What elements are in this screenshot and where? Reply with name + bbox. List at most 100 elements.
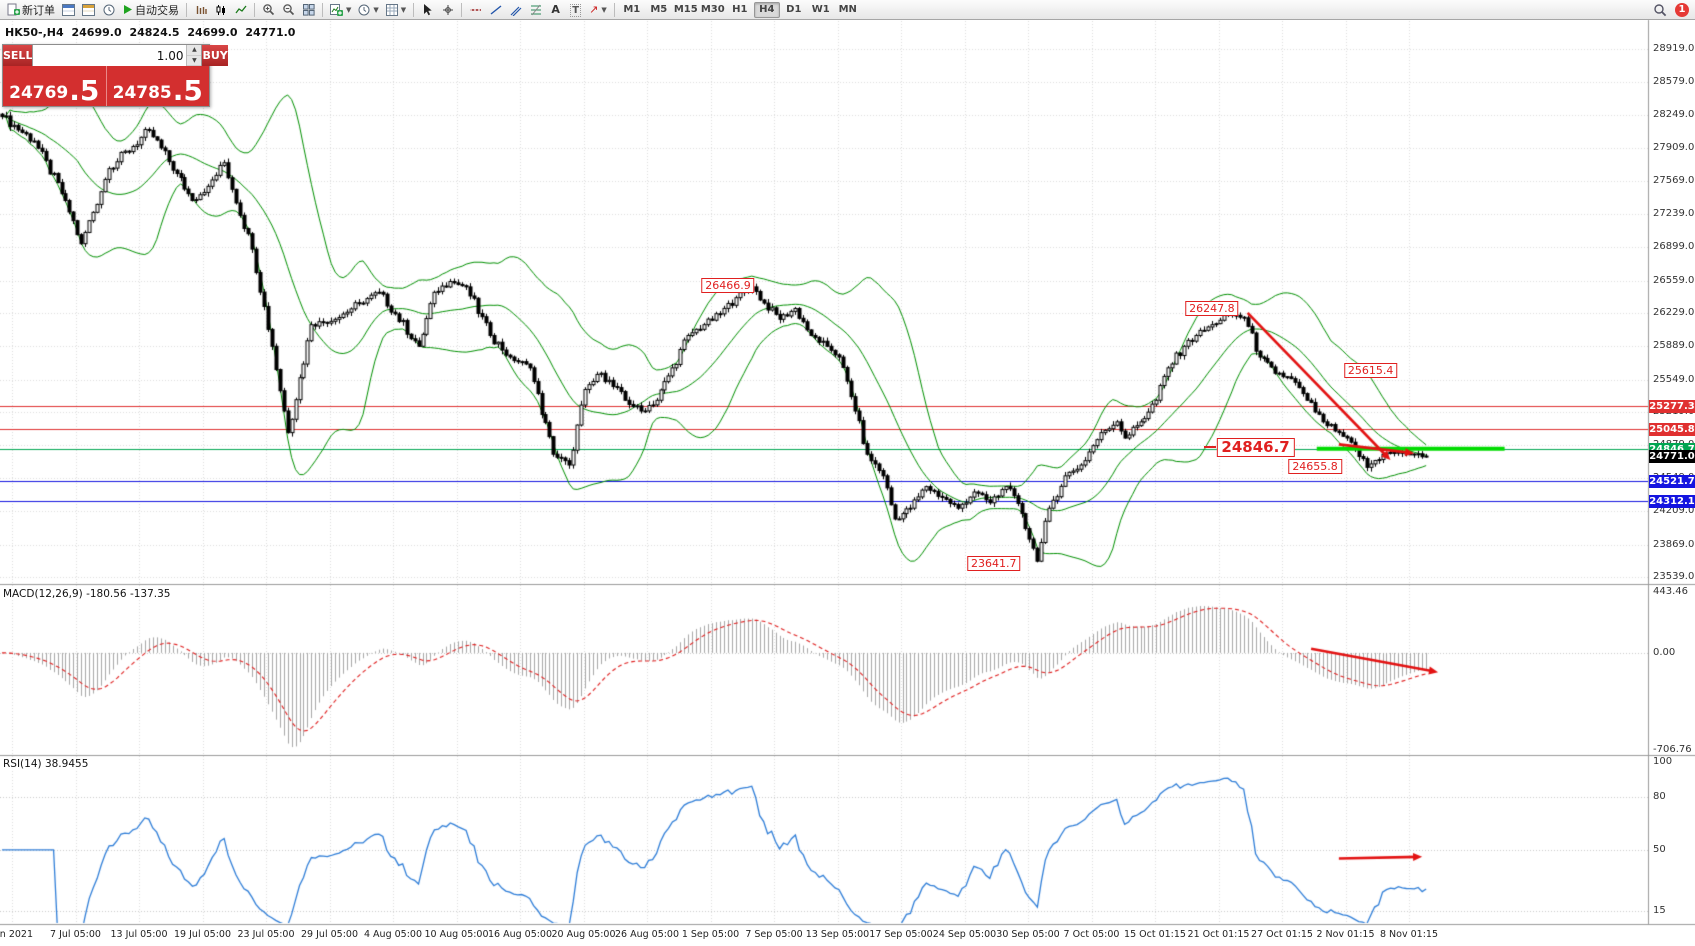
autotrading-button[interactable]: 自动交易 <box>119 1 182 18</box>
buy-price-frac: .5 <box>172 74 203 108</box>
macd-indicator-label: MACD(12,26,9) -180.56 -137.35 <box>3 588 171 600</box>
time-axis-label: 23 Jul 05:00 <box>237 929 295 940</box>
crosshair-icon[interactable] <box>438 1 457 18</box>
chevron-down-icon: ▼ <box>400 5 407 14</box>
time-axis-label: 24 Sep 05:00 <box>932 929 997 940</box>
new-order-button[interactable]: 新订单 <box>4 1 58 18</box>
time-axis-label: 7 Sep 05:00 <box>745 929 803 940</box>
time-axis-label: 13 Jul 05:00 <box>110 929 168 940</box>
price-axis-label: 23869.0 <box>1653 538 1695 550</box>
line-chart-icon[interactable] <box>231 1 250 18</box>
zoom-out-icon[interactable] <box>279 1 298 18</box>
equidistant-channel-icon[interactable] <box>506 1 525 18</box>
tile-windows-icon[interactable] <box>299 1 318 18</box>
horizontal-line-icon[interactable] <box>466 1 485 18</box>
timeframe-button-mn[interactable]: MN <box>838 4 857 15</box>
timeframe-button-m5[interactable]: M5 <box>650 4 668 15</box>
time-axis-label: 26 Aug 05:00 <box>614 929 680 940</box>
notification-badge[interactable]: 1 <box>1675 2 1689 17</box>
text-icon[interactable]: A <box>546 1 565 18</box>
new-order-icon <box>7 3 20 16</box>
zoom-in-icon[interactable] <box>259 1 278 18</box>
equidistant-channel-icon <box>510 4 522 16</box>
time-axis-label: 29 Jul 05:00 <box>301 929 358 940</box>
price-axis-label: 26899.0 <box>1653 241 1695 253</box>
cursor-icon[interactable] <box>418 1 437 18</box>
rsi-indicator-label: RSI(14) 38.9455 <box>3 758 89 770</box>
chart-annotation[interactable]: 26466.9 <box>701 277 755 293</box>
new-chart-icon <box>330 3 343 16</box>
rsi-axis-label: 15 <box>1653 905 1666 917</box>
data-window-icon[interactable] <box>79 1 98 18</box>
time-axis-label: 20 Aug 05:00 <box>551 929 616 940</box>
timeframe-button-w1[interactable]: W1 <box>811 4 830 15</box>
toolbar-separator <box>613 2 615 17</box>
rsi-axis-label: 50 <box>1653 843 1666 855</box>
volume-up-icon[interactable]: ▲ <box>187 45 202 56</box>
price-axis-label: 27239.0 <box>1653 207 1695 219</box>
sell-price[interactable]: 24769 .5 <box>3 66 107 106</box>
candlestick-chart-icon[interactable] <box>211 1 230 18</box>
chart-annotation[interactable]: 24846.7 <box>1216 437 1295 457</box>
toolbar-separator <box>254 2 255 17</box>
text-label-icon[interactable]: T <box>566 1 585 18</box>
terminal-icon[interactable] <box>99 1 118 18</box>
price-axis-label: 26559.0 <box>1653 274 1695 286</box>
price-axis-label: 25889.0 <box>1653 340 1695 352</box>
volume-down-icon[interactable]: ▼ <box>187 55 202 66</box>
price-axis-label: 27569.0 <box>1653 175 1695 187</box>
buy-price[interactable]: 24785 .5 <box>107 66 210 106</box>
price-axis-label: 27909.0 <box>1653 142 1695 154</box>
text-icon: A <box>551 3 560 16</box>
annotation-dash <box>1203 445 1216 448</box>
macd-axis-label: -706.76 <box>1653 744 1692 755</box>
time-axis-label: Jun 2021 <box>0 929 34 940</box>
time-axis-label: 30 Sep 05:00 <box>996 929 1060 940</box>
time-axis-label: 17 Sep 05:00 <box>869 929 933 940</box>
main-toolbar: 新订单 自动交易 ▼ ▼ ▼ A T ↗ ▼ M1 M5 M15 M30 H1 H4 D1 W1 MN 1 <box>0 0 1695 20</box>
buy-button[interactable]: BUY <box>202 45 228 66</box>
price-level-tag: 24521.7 <box>1649 474 1695 488</box>
timeframe-button-m1[interactable]: M1 <box>623 4 641 15</box>
current-price-tag: 24771.0 <box>1649 450 1695 464</box>
price-level-tag: 24312.1 <box>1649 495 1695 509</box>
timeframe-button-m30[interactable]: M30 <box>700 4 725 15</box>
fibonacci-icon[interactable] <box>526 1 545 18</box>
time-axis-label: 2 Nov 01:15 <box>1316 929 1375 940</box>
chevron-down-icon: ▼ <box>373 5 379 14</box>
timeframe-button-h4[interactable]: H4 <box>753 1 780 18</box>
price-axis-label: 28919.0 <box>1653 43 1695 54</box>
time-axis-label: 7 Jul 05:00 <box>50 929 101 940</box>
chart-annotation[interactable]: 24655.8 <box>1288 459 1342 475</box>
data-window-icon <box>82 3 95 16</box>
sell-button[interactable]: SELL <box>3 45 33 66</box>
terminal-icon <box>103 4 115 16</box>
price-axis-label: 26229.0 <box>1653 307 1695 318</box>
timeframe-button-d1[interactable]: D1 <box>786 4 802 15</box>
bar-chart-icon[interactable] <box>191 1 210 18</box>
chart-annotation[interactable]: 25615.4 <box>1343 363 1398 379</box>
new-chart-icon[interactable]: ▼ <box>327 1 354 18</box>
price-axis-label: 24209.0 <box>1653 505 1695 517</box>
price-axis-label: 23539.0 <box>1653 571 1695 582</box>
search-icon[interactable] <box>1650 1 1670 18</box>
macd-axis-label: 0.00 <box>1653 646 1676 658</box>
trendline-icon[interactable] <box>486 1 505 18</box>
time-axis-label: 7 Oct 05:00 <box>1063 929 1120 940</box>
timeframe-button-h1[interactable]: H1 <box>732 4 748 15</box>
time-axis-label: 21 Oct 01:15 <box>1187 929 1250 940</box>
templates-icon[interactable]: ▼ <box>383 1 409 18</box>
profiles-icon[interactable]: ▼ <box>355 1 381 18</box>
rsi-axis-label: 80 <box>1653 791 1666 803</box>
arrows-icon[interactable]: ↗ ▼ <box>586 1 610 18</box>
chart-annotation[interactable]: 26247.8 <box>1185 301 1239 317</box>
market-watch-icon[interactable] <box>59 1 78 18</box>
rsi-axis-label: 100 <box>1653 756 1673 767</box>
line-chart-icon <box>234 4 247 16</box>
timeframe-button-m15[interactable]: M15 <box>673 4 698 15</box>
volume-input[interactable] <box>33 45 187 66</box>
text-label-icon: T <box>570 4 582 17</box>
chart-annotation[interactable]: 23641.7 <box>967 556 1021 572</box>
